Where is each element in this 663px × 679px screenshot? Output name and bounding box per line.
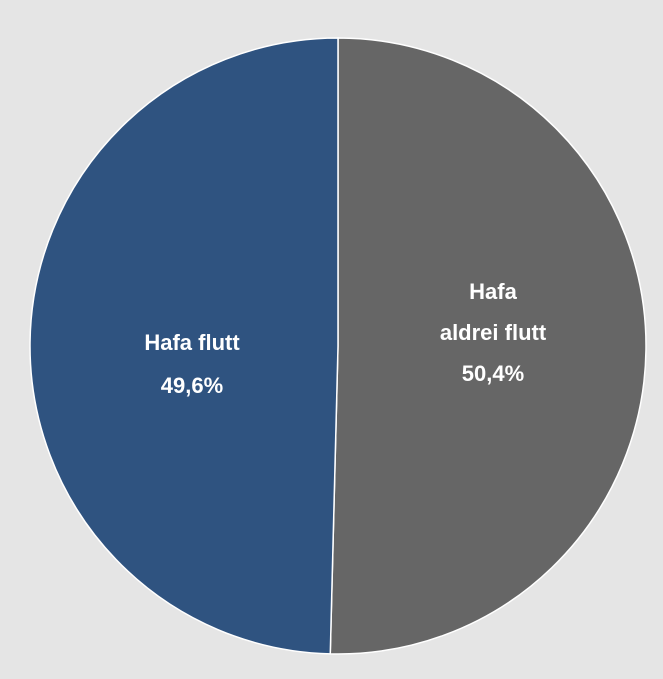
slice-label-value: 50,4% bbox=[462, 361, 524, 386]
slice-label-line: Hafa bbox=[469, 279, 517, 304]
slice-label-value: 49,6% bbox=[161, 373, 223, 398]
pie-slice-1 bbox=[29, 37, 339, 655]
pie-labels: Hafa aldrei flutt 50,4% Hafa flutt 49,6% bbox=[144, 279, 547, 398]
slice-label-line: aldrei flutt bbox=[440, 320, 547, 345]
slice-label-name: Hafa flutt bbox=[144, 330, 240, 355]
pie-slice-0 bbox=[329, 37, 647, 655]
pie-slices bbox=[29, 37, 647, 655]
